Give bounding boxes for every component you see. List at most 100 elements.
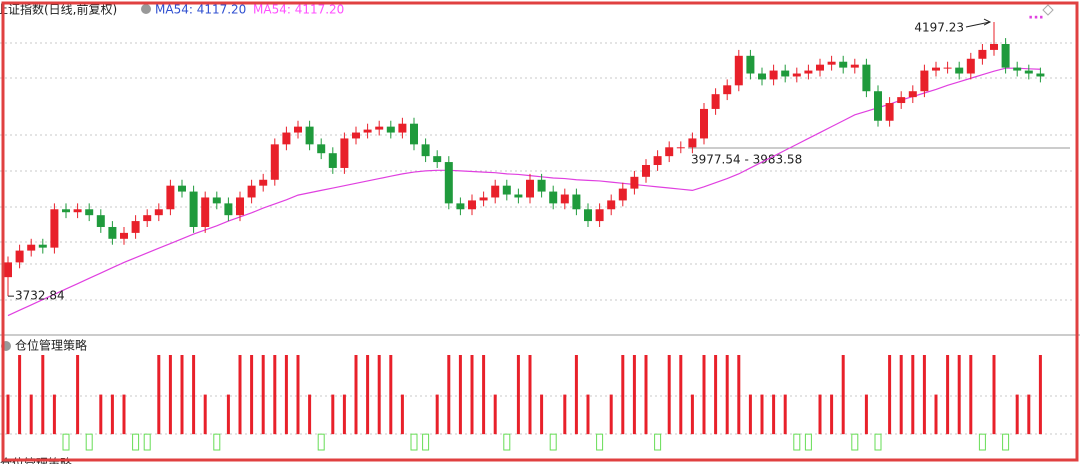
candle-body	[27, 244, 36, 251]
position-bar	[62, 433, 70, 451]
position-bar	[888, 355, 892, 435]
candle-body	[1013, 67, 1022, 71]
diamond-icon	[1042, 4, 1054, 16]
position-bar	[226, 394, 230, 435]
candle-body	[502, 185, 511, 195]
position-bar	[180, 355, 184, 435]
candle-body	[410, 123, 418, 145]
position-bar	[1002, 433, 1010, 451]
candle-body	[363, 129, 372, 133]
candle-body	[340, 138, 349, 168]
position-bar	[29, 394, 33, 435]
grid	[0, 42, 1075, 435]
candle-body	[131, 221, 140, 233]
legend-entry: MA54: 4117.20	[155, 3, 246, 17]
candle-body	[38, 244, 47, 248]
position-bar	[377, 355, 381, 435]
position-bar	[899, 355, 903, 435]
position-bar	[528, 355, 532, 435]
candle-body	[143, 215, 152, 222]
candle-body	[178, 185, 186, 192]
candle-body	[897, 97, 906, 104]
position-bar	[793, 433, 801, 451]
candle-body	[270, 144, 279, 180]
candle-body	[966, 58, 975, 74]
position-bar	[76, 355, 80, 435]
position-bar	[586, 394, 590, 435]
position-bar	[714, 355, 718, 435]
position-bar	[422, 433, 430, 451]
annotation-arrow	[965, 18, 992, 28]
max-label: 4197.23	[914, 21, 964, 35]
position-bar	[841, 355, 845, 435]
candle-body	[468, 200, 476, 210]
position-bar	[516, 355, 520, 435]
position-bar	[482, 355, 486, 435]
position-bar	[342, 394, 346, 435]
candle-body	[607, 200, 616, 210]
candle-body	[804, 70, 813, 74]
position-bar	[934, 394, 938, 435]
position-bar	[52, 394, 56, 435]
position-bar	[804, 433, 812, 451]
candle-body	[433, 156, 442, 163]
candle-body	[618, 188, 627, 201]
position-bar	[783, 394, 787, 435]
position-bar	[911, 355, 915, 435]
candle-body	[224, 203, 233, 216]
position-bar	[331, 394, 335, 435]
candle-body	[305, 126, 314, 145]
candle-body	[1024, 70, 1033, 74]
candle-body	[444, 162, 453, 204]
position-bar	[1027, 394, 1031, 435]
position-bar	[772, 394, 776, 435]
candle-body	[282, 132, 291, 145]
position-bar	[760, 394, 764, 435]
candle-body	[108, 226, 117, 239]
candle-body	[978, 49, 987, 59]
candle-body	[96, 215, 105, 227]
candle-body	[862, 64, 871, 92]
candle-body	[781, 70, 790, 77]
candle-body	[398, 123, 407, 133]
candle-body	[15, 250, 24, 263]
candle-body	[154, 209, 163, 216]
position-bar	[122, 394, 126, 435]
position-bar	[748, 394, 752, 435]
position-bar	[143, 433, 151, 451]
legend-entry: MA54: 4117.20	[253, 3, 344, 17]
position-bar	[563, 394, 567, 435]
position-bar	[957, 355, 961, 435]
position-bar	[317, 433, 325, 451]
position-bar	[574, 355, 578, 435]
position-bar	[284, 355, 288, 435]
more-icon: ···	[1028, 10, 1044, 26]
candle-body	[560, 194, 569, 204]
candle-body	[421, 144, 430, 157]
candle-body	[526, 179, 534, 198]
candle-body	[746, 55, 755, 74]
candle-body	[352, 132, 360, 139]
position-bar	[621, 355, 625, 435]
candle-body	[676, 147, 685, 149]
position-bar	[632, 355, 636, 435]
candle-body	[688, 138, 697, 148]
position-bar	[410, 433, 418, 451]
candle-body	[247, 185, 256, 198]
candle-body	[943, 67, 952, 69]
candle-body	[758, 73, 766, 80]
position-bar	[1038, 355, 1042, 435]
candle-body	[1036, 73, 1045, 77]
candle-body	[920, 70, 929, 92]
position-bar	[851, 433, 859, 451]
position-bar	[978, 433, 986, 451]
position-bar	[296, 355, 300, 435]
position-bar	[168, 355, 172, 435]
position-bar	[549, 433, 557, 451]
candle-body	[62, 209, 70, 213]
position-bar	[308, 394, 312, 435]
position-bar	[503, 433, 511, 451]
position-bar	[18, 355, 22, 435]
position-bar	[41, 355, 45, 435]
